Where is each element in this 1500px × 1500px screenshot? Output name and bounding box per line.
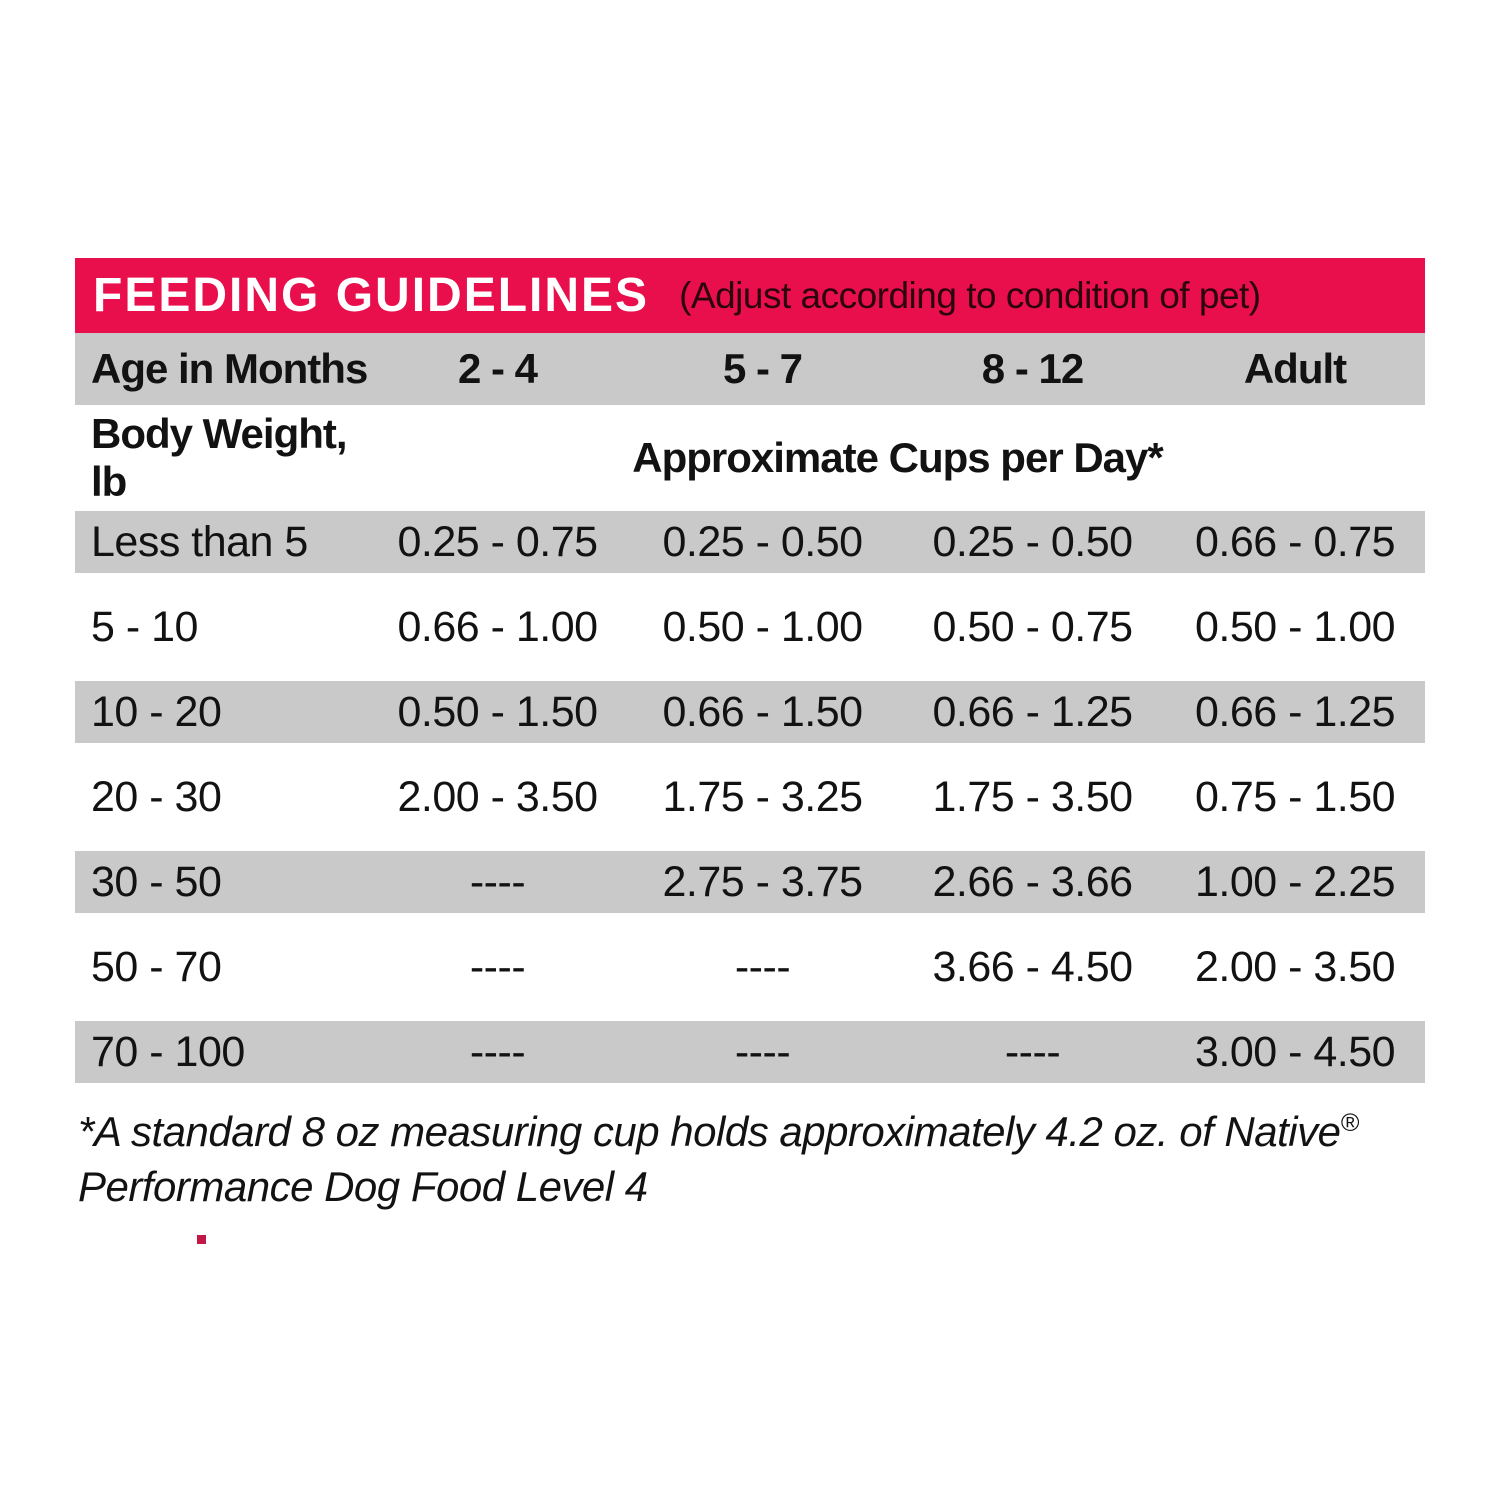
row-weight: Less than 5: [91, 517, 308, 566]
age-header-row: Age in Months 2 - 4 5 - 7 8 - 12 Adult: [75, 333, 1425, 405]
row-value: ----: [734, 942, 791, 991]
row-value: 0.66 - 1.25: [932, 687, 1133, 736]
row-value: 1.75 - 3.50: [932, 772, 1133, 821]
row-value: ----: [469, 1027, 526, 1076]
row-value: 0.66 - 1.25: [1194, 687, 1396, 736]
body-weight-label: Body Weight, lb: [91, 410, 348, 505]
age-col-5-7: 5 - 7: [722, 345, 803, 392]
feeding-guidelines-table: FEEDING GUIDELINES (Adjust according to …: [75, 258, 1425, 1083]
row-value: 0.66 - 1.00: [397, 602, 598, 651]
row-value: 0.66 - 0.75: [1194, 517, 1396, 566]
table-row: 5 - 10 0.66 - 1.00 0.50 - 1.00 0.50 - 0.…: [75, 573, 1425, 681]
row-value: 1.00 - 2.25: [1194, 857, 1396, 906]
footnote: *A standard 8 oz measuring cup holds app…: [78, 1096, 1408, 1214]
row-value: 0.50 - 1.00: [662, 602, 863, 651]
row-value: 0.25 - 0.50: [932, 517, 1133, 566]
row-value: 0.50 - 0.75: [932, 602, 1133, 651]
row-value: 2.75 - 3.75: [662, 857, 863, 906]
footnote-line-1: *A standard 8 oz measuring cup holds app…: [78, 1096, 1408, 1159]
table-row: Less than 5 0.25 - 0.75 0.25 - 0.50 0.25…: [75, 511, 1425, 573]
row-weight: 50 - 70: [91, 942, 222, 991]
table-subtitle: (Adjust according to condition of pet): [679, 274, 1261, 316]
row-value: 0.50 - 1.00: [1194, 602, 1396, 651]
table-row: 10 - 20 0.50 - 1.50 0.66 - 1.50 0.66 - 1…: [75, 681, 1425, 743]
subheader-row: Body Weight, lb Approximate Cups per Day…: [75, 405, 1425, 511]
row-value: ----: [469, 857, 526, 906]
row-value: 0.66 - 1.50: [662, 687, 863, 736]
footnote-text: *A standard 8 oz measuring cup holds app…: [78, 1108, 1341, 1155]
footnote-line-2: Performance Dog Food Level 4: [78, 1163, 648, 1210]
row-weight: 5 - 10: [91, 602, 198, 651]
row-value: 0.25 - 0.50: [662, 517, 863, 566]
row-value: 2.00 - 3.50: [397, 772, 598, 821]
red-dot-mark: [197, 1235, 206, 1244]
row-weight: 70 - 100: [91, 1027, 245, 1076]
table-title-bar: FEEDING GUIDELINES (Adjust according to …: [75, 258, 1425, 333]
table-title: FEEDING GUIDELINES: [93, 269, 650, 322]
row-value: 0.50 - 1.50: [397, 687, 598, 736]
table-row: 20 - 30 2.00 - 3.50 1.75 - 3.25 1.75 - 3…: [75, 743, 1425, 851]
age-col-2-4: 2 - 4: [457, 345, 538, 392]
row-weight: 20 - 30: [91, 772, 222, 821]
age-in-months-label: Age in Months: [91, 345, 368, 392]
row-value: 3.00 - 4.50: [1194, 1027, 1396, 1076]
registered-mark: ®: [1340, 1109, 1359, 1137]
row-value: 2.66 - 3.66: [932, 857, 1133, 906]
row-value: 0.75 - 1.50: [1194, 772, 1396, 821]
table-row: 50 - 70 ---- ---- 3.66 - 4.50 2.00 - 3.5…: [75, 913, 1425, 1021]
row-value: 1.75 - 3.25: [662, 772, 863, 821]
table-row: 70 - 100 ---- ---- ---- 3.00 - 4.50: [75, 1021, 1425, 1083]
row-value: 3.66 - 4.50: [932, 942, 1133, 991]
row-value: 2.00 - 3.50: [1194, 942, 1396, 991]
row-value: ----: [734, 1027, 791, 1076]
age-col-8-12: 8 - 12: [981, 345, 1084, 392]
age-col-adult: Adult: [1243, 345, 1347, 392]
row-value: 0.25 - 0.75: [397, 517, 598, 566]
row-value: ----: [1004, 1027, 1061, 1076]
row-weight: 10 - 20: [91, 687, 222, 736]
table-row: 30 - 50 ---- 2.75 - 3.75 2.66 - 3.66 1.0…: [75, 851, 1425, 913]
row-value: ----: [469, 942, 526, 991]
row-weight: 30 - 50: [91, 857, 222, 906]
cups-per-day-label: Approximate Cups per Day*: [632, 434, 1163, 481]
